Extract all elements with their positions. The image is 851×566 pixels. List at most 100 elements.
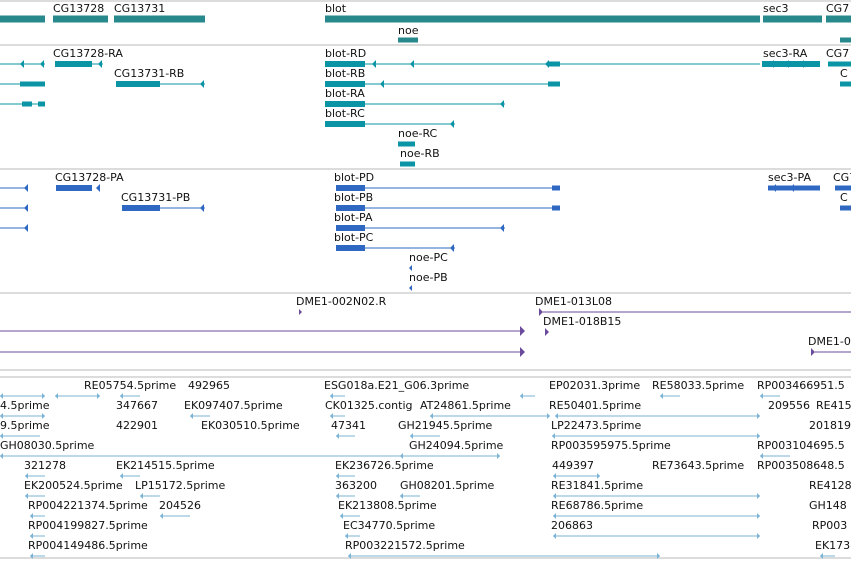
strand-arrow-icon bbox=[372, 60, 376, 68]
strand-arrow-icon bbox=[0, 413, 3, 419]
strand-arrow-icon bbox=[160, 513, 163, 519]
feature-label: CG7 bbox=[833, 171, 851, 184]
strand-arrow-icon bbox=[336, 433, 339, 439]
strand-arrow-icon bbox=[409, 265, 412, 271]
feature-label: 4.5prime bbox=[0, 399, 50, 412]
feature-label: CG13728 bbox=[53, 2, 104, 15]
strand-arrow-icon bbox=[348, 553, 351, 559]
strand-arrow-icon bbox=[400, 453, 403, 459]
feature-label: CG7 bbox=[826, 2, 849, 15]
strand-arrow-icon bbox=[410, 60, 414, 68]
feature-label: noe-PB bbox=[409, 271, 448, 284]
strand-arrow-icon bbox=[55, 393, 58, 399]
strand-arrow-icon bbox=[20, 60, 24, 68]
feature-label: 321278 bbox=[24, 459, 66, 472]
strand-arrow-icon bbox=[96, 184, 100, 192]
feature-label: 47341 bbox=[331, 419, 366, 432]
strand-arrow-icon bbox=[497, 453, 500, 459]
feature-label: sec3 bbox=[763, 2, 789, 15]
feature-label: RE415 bbox=[816, 399, 851, 412]
strand-arrow-icon bbox=[330, 393, 333, 399]
exon-block bbox=[116, 81, 160, 87]
strand-arrow-icon bbox=[97, 393, 100, 399]
feature-label: RP003 bbox=[812, 519, 847, 532]
feature-label: RE50401.5prime bbox=[549, 399, 641, 412]
feature-label: 209556 bbox=[768, 399, 810, 412]
strand-arrow-icon bbox=[0, 393, 3, 399]
feature-label: C bbox=[840, 67, 848, 80]
feature-label: GH148 bbox=[809, 499, 847, 512]
strand-arrow-icon bbox=[25, 473, 28, 479]
strand-arrow-icon bbox=[336, 473, 339, 479]
strand-arrow-icon bbox=[140, 493, 143, 499]
strand-arrow-icon bbox=[345, 533, 348, 539]
feature-label: blot-RA bbox=[325, 87, 365, 100]
feature-label: GH24094.5prime bbox=[409, 439, 504, 452]
feature-label: RP004221374.5prime bbox=[28, 499, 148, 512]
strand-arrow-icon bbox=[760, 453, 763, 459]
exon-block bbox=[826, 15, 851, 23]
feature-label: 492965 bbox=[188, 379, 230, 392]
strand-arrow-icon bbox=[552, 433, 555, 439]
exon-block bbox=[22, 101, 32, 107]
exon-block bbox=[828, 61, 851, 67]
strand-arrow-icon bbox=[545, 328, 549, 336]
exon-block bbox=[336, 185, 365, 191]
feature-label: LP22473.5prime bbox=[551, 419, 642, 432]
feature-label: blot-PA bbox=[334, 211, 373, 224]
strand-arrow-icon bbox=[547, 413, 550, 419]
exon-block bbox=[840, 205, 851, 211]
exon-block bbox=[336, 225, 365, 231]
feature-label: CG13731-PB bbox=[121, 191, 190, 204]
feature-label: CG13731-RB bbox=[114, 67, 184, 80]
feature-label: noe-RB bbox=[400, 147, 440, 160]
feature-label: EK236726.5prime bbox=[335, 459, 434, 472]
feature-label: C bbox=[840, 191, 848, 204]
strand-arrow-icon bbox=[757, 513, 760, 519]
strand-arrow-icon bbox=[820, 553, 823, 559]
strand-arrow-icon bbox=[120, 473, 123, 479]
feature-label: 204526 bbox=[159, 499, 201, 512]
feature-label: EP02031.3prime bbox=[549, 379, 640, 392]
strand-arrow-icon bbox=[757, 433, 760, 439]
feature-label: noe bbox=[398, 24, 419, 37]
feature-label: RP003595975.5prime bbox=[551, 439, 671, 452]
feature-label: blot-PD bbox=[334, 171, 374, 184]
feature-label: RP003104695.5 bbox=[757, 439, 845, 452]
feature-label: RE4128 bbox=[809, 479, 851, 492]
feature-label: EK173 bbox=[815, 539, 850, 552]
feature-label: EK097407.5prime bbox=[184, 399, 283, 412]
exon-block bbox=[336, 205, 365, 211]
exon-block bbox=[55, 61, 92, 67]
strand-arrow-icon bbox=[40, 60, 44, 68]
feature-label: RE73643.5prime bbox=[652, 459, 744, 472]
exon-block bbox=[20, 81, 45, 87]
feature-label: EK030510.5prime bbox=[201, 419, 300, 432]
exon-block bbox=[552, 205, 560, 211]
feature-label: RE68786.5prime bbox=[551, 499, 643, 512]
feature-label: DME1-013L08 bbox=[535, 295, 612, 308]
strand-arrow-icon bbox=[380, 80, 384, 88]
exon-block bbox=[122, 205, 160, 211]
feature-label: blot bbox=[325, 2, 347, 15]
strand-arrow-icon bbox=[0, 453, 3, 459]
strand-arrow-icon bbox=[657, 553, 660, 559]
strand-arrow-icon bbox=[553, 493, 556, 499]
feature-label: CK01325.contig bbox=[325, 399, 412, 412]
strand-arrow-icon bbox=[340, 513, 343, 519]
exon-block bbox=[53, 15, 108, 23]
exon-block bbox=[552, 185, 560, 191]
feature-label: 449397 bbox=[552, 459, 594, 472]
feature-label: sec3-RA bbox=[763, 47, 808, 60]
exon-block bbox=[835, 185, 851, 191]
feature-label: RE58033.5prime bbox=[652, 379, 744, 392]
exon-block bbox=[56, 185, 92, 191]
exon-block bbox=[398, 141, 415, 147]
feature-label: EK213808.5prime bbox=[338, 499, 437, 512]
feature-label: RE05754.5prime bbox=[84, 379, 176, 392]
exon-block bbox=[548, 81, 560, 87]
strand-arrow-icon bbox=[539, 308, 543, 316]
feature-label: 422901 bbox=[116, 419, 158, 432]
exon-block bbox=[325, 81, 365, 87]
